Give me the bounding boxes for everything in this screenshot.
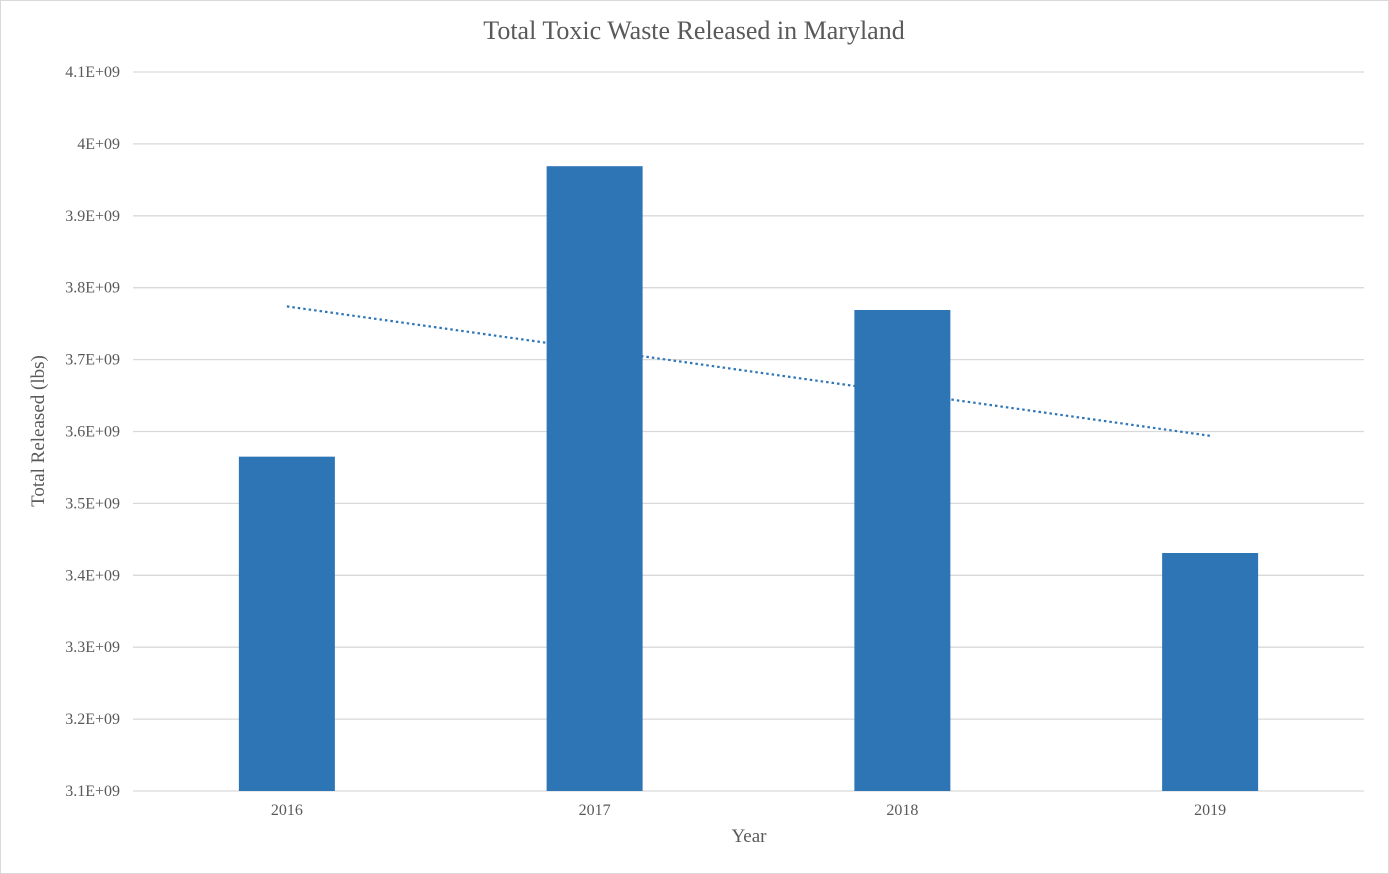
linear-trendline	[286, 305, 1211, 437]
x-tick-label: 2016	[271, 802, 303, 819]
x-tick-label: 2018	[886, 802, 918, 819]
y-tick-label: 4.1E+09	[65, 64, 120, 81]
y-axis-title: Total Released (lbs)	[28, 355, 49, 507]
x-tick-label: 2017	[579, 802, 611, 819]
x-axis-title: Year	[731, 826, 767, 847]
y-tick-label: 3.5E+09	[65, 495, 120, 512]
chart-title: Total Toxic Waste Released in Maryland	[483, 16, 904, 45]
gridlines	[133, 71, 1364, 792]
bar-2018	[854, 309, 951, 791]
x-tick-label: 2019	[1194, 802, 1226, 819]
trendline-layer	[286, 305, 1211, 437]
y-tick-label: 3.1E+09	[65, 783, 120, 800]
y-tick-label: 3.8E+09	[65, 280, 120, 297]
bar-2016	[238, 456, 335, 791]
y-tick-label: 3.4E+09	[65, 567, 120, 584]
bars	[238, 166, 1259, 792]
x-axis-ticks: 2016 2017 2018 2019	[271, 802, 1226, 819]
y-tick-label: 3.7E+09	[65, 352, 120, 369]
bar-2017	[546, 166, 643, 792]
y-tick-label: 3.9E+09	[65, 208, 120, 225]
y-tick-label: 3.3E+09	[65, 639, 120, 656]
y-tick-label: 3.2E+09	[65, 711, 120, 728]
bar-2019	[1162, 553, 1259, 791]
y-tick-label: 3.6E+09	[65, 424, 120, 441]
y-axis-ticks: 3.1E+09 3.2E+09 3.3E+09 3.4E+09 3.5E+09 3.6E+…	[65, 64, 120, 800]
y-tick-label: 4E+09	[77, 136, 120, 153]
